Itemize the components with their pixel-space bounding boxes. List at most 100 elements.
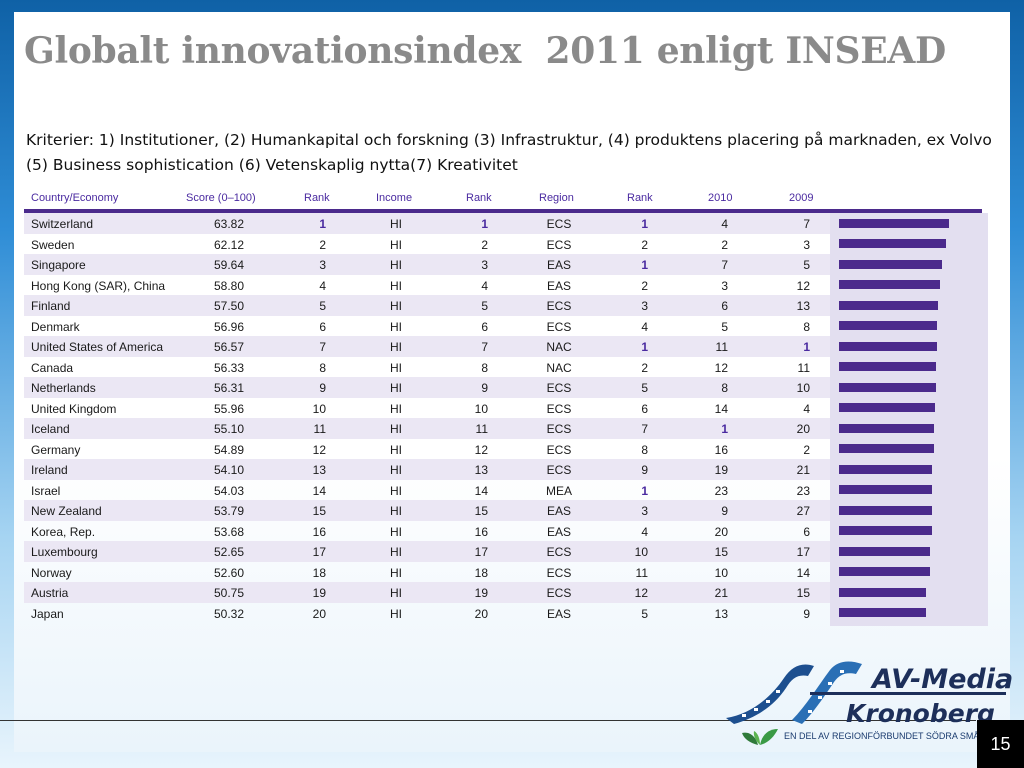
- table-row: Netherlands 56.31 9 HI 9 ECS 5 8 10: [24, 377, 830, 398]
- cell-2010: 9: [721, 504, 728, 518]
- cell-region-rank: 1: [641, 217, 648, 231]
- cell-income-rank: 7: [481, 340, 488, 354]
- footer-divider: [0, 720, 976, 721]
- cell-country: Iceland: [31, 422, 70, 436]
- innovation-index-table: Country/Economy Score (0–100) Rank Incom…: [24, 186, 988, 626]
- cell-income-rank: 10: [474, 401, 488, 416]
- cell-rank: 12: [312, 442, 326, 457]
- score-bar: [839, 280, 941, 289]
- table-row: Norway 52.60 18 HI 18 ECS 11 10 14: [24, 562, 830, 583]
- cell-region: EAS: [546, 606, 571, 621]
- table-row: Germany 54.89 12 HI 12 ECS 8 16 2: [24, 439, 830, 460]
- film-strip-logo-icon: [726, 661, 1006, 724]
- score-bar: [839, 218, 949, 228]
- cell-rank: 10: [312, 401, 326, 416]
- cell-region: ECS: [546, 545, 572, 559]
- cell-country: Japan: [31, 606, 64, 621]
- cell-region: ECS: [546, 299, 572, 313]
- cell-score: 56.57: [213, 340, 244, 354]
- cell-income-rank: 6: [481, 319, 488, 334]
- cell-income-rank: 12: [474, 442, 488, 457]
- cell-2010: 7: [721, 258, 728, 272]
- cell-score: 56.96: [213, 319, 244, 334]
- table-row: Israel 54.03 14 HI 14 MEA 1 23 23: [24, 480, 830, 501]
- cell-2010: 12: [714, 360, 728, 375]
- cell-region-rank: 5: [641, 606, 648, 621]
- cell-2009: 5: [803, 258, 810, 272]
- cell-income: HI: [390, 299, 402, 313]
- cell-country: United Kingdom: [31, 401, 117, 416]
- cell-income: HI: [390, 442, 402, 457]
- score-bar: [839, 587, 927, 597]
- cell-income: HI: [390, 586, 402, 600]
- cell-2009: 9: [803, 606, 810, 621]
- cell-region-rank: 8: [641, 442, 648, 457]
- cell-region: EAS: [546, 258, 571, 272]
- cell-income-rank: 19: [474, 586, 488, 600]
- cell-2010: 13: [714, 606, 728, 621]
- cell-region: EAS: [546, 278, 571, 293]
- cell-score: 54.10: [213, 463, 244, 477]
- cell-income-rank: 15: [474, 504, 488, 518]
- cell-region-rank: 12: [634, 586, 648, 600]
- cell-income: HI: [390, 381, 402, 395]
- cell-region-rank: 3: [641, 504, 648, 518]
- score-bar-column: [830, 213, 988, 626]
- score-bar: [839, 505, 932, 515]
- cell-2010: 1: [721, 422, 728, 436]
- cell-region-rank: 1: [641, 483, 648, 498]
- cell-score: 55.10: [213, 422, 244, 436]
- cell-income: HI: [390, 463, 402, 477]
- cell-2009: 1: [803, 340, 810, 354]
- cell-region: MEA: [545, 483, 572, 498]
- cell-2009: 14: [796, 565, 810, 580]
- header-income: Income: [376, 192, 413, 204]
- tagline-text: EN DEL AV REGIONFÖRBUNDET SÖDRA SMÅLAND: [784, 731, 1004, 741]
- cell-score: 52.60: [213, 565, 244, 580]
- table-row: Luxembourg 52.65 17 HI 17 ECS 10 15 17: [24, 541, 830, 562]
- score-bar: [839, 321, 938, 330]
- cell-region-rank: 1: [641, 258, 648, 272]
- cell-region-rank: 4: [641, 524, 648, 539]
- score-bar: [839, 485, 933, 494]
- cell-score: 50.32: [213, 606, 244, 621]
- cell-score: 56.33: [213, 360, 244, 375]
- cell-region: NAC: [546, 360, 572, 375]
- cell-score: 54.03: [213, 483, 244, 498]
- cell-rank: 5: [319, 299, 326, 313]
- cell-income: HI: [390, 422, 402, 436]
- cell-2009: 10: [796, 381, 810, 395]
- cell-2010: 11: [715, 340, 728, 354]
- cell-region-rank: 2: [641, 237, 648, 252]
- score-bar: [839, 526, 932, 535]
- cell-region: ECS: [546, 422, 572, 436]
- cell-score: 57.50: [213, 299, 244, 313]
- cell-rank: 6: [319, 319, 326, 334]
- cell-income-rank: 16: [474, 524, 488, 539]
- cell-income-rank: 20: [474, 606, 488, 621]
- cell-score: 53.79: [213, 504, 244, 518]
- cell-country: Denmark: [31, 319, 80, 334]
- header-region: Region: [539, 192, 574, 204]
- cell-income-rank: 9: [481, 381, 488, 395]
- score-bar: [839, 567, 930, 576]
- header-rule: [24, 209, 982, 213]
- cell-score: 55.96: [213, 401, 244, 416]
- cell-2010: 5: [721, 319, 728, 334]
- table-row: Switzerland 63.82 1 HI 1 ECS 1 4 7: [24, 213, 830, 234]
- cell-score: 56.31: [213, 381, 244, 395]
- cell-rank: 16: [312, 524, 326, 539]
- table-row: Singapore 59.64 3 HI 3 EAS 1 7 5: [24, 254, 830, 275]
- cell-2010: 8: [721, 381, 728, 395]
- cell-2009: 2: [803, 442, 810, 457]
- cell-2010: 21: [714, 586, 728, 600]
- cell-2009: 6: [803, 524, 810, 539]
- cell-income-rank: 2: [481, 237, 488, 252]
- cell-country: Netherlands: [31, 381, 96, 395]
- table-row: Finland 57.50 5 HI 5 ECS 3 6 13: [24, 295, 830, 316]
- header-score: Score (0–100): [186, 192, 256, 204]
- slide-title: Globalt innovationsindex 2011 enligt INS…: [24, 30, 946, 72]
- cell-2009: 20: [796, 422, 810, 436]
- cell-region: ECS: [546, 401, 572, 416]
- cell-2010: 10: [714, 565, 728, 580]
